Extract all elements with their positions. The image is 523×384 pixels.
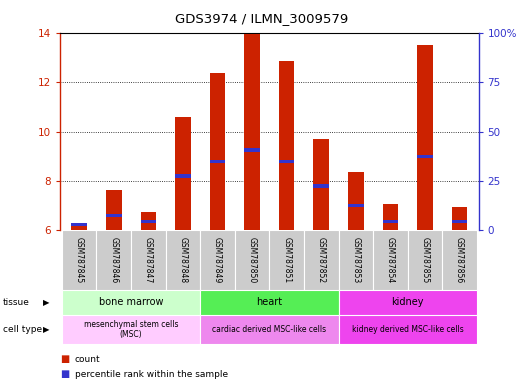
Bar bbox=[373, 230, 407, 290]
Text: GSM787855: GSM787855 bbox=[420, 237, 429, 283]
Text: GSM787850: GSM787850 bbox=[247, 237, 257, 283]
Bar bbox=[200, 290, 338, 315]
Text: ▶: ▶ bbox=[43, 325, 49, 334]
Text: ■: ■ bbox=[60, 354, 70, 364]
Bar bbox=[62, 315, 200, 344]
Bar bbox=[417, 155, 433, 158]
Text: GSM787852: GSM787852 bbox=[317, 237, 326, 283]
Bar bbox=[452, 207, 468, 230]
Bar bbox=[348, 204, 363, 207]
Text: percentile rank within the sample: percentile rank within the sample bbox=[75, 370, 228, 379]
Bar bbox=[131, 230, 166, 290]
Bar bbox=[338, 230, 373, 290]
Bar bbox=[442, 230, 477, 290]
Text: GSM787845: GSM787845 bbox=[75, 237, 84, 283]
Bar bbox=[407, 230, 442, 290]
Text: GDS3974 / ILMN_3009579: GDS3974 / ILMN_3009579 bbox=[175, 12, 348, 25]
Text: ▶: ▶ bbox=[43, 298, 49, 307]
Bar bbox=[313, 184, 329, 187]
Bar bbox=[106, 214, 121, 217]
Bar bbox=[269, 230, 304, 290]
Bar bbox=[279, 61, 294, 230]
Bar bbox=[338, 290, 477, 315]
Bar bbox=[71, 223, 87, 226]
Bar bbox=[175, 117, 191, 230]
Bar bbox=[304, 230, 338, 290]
Bar bbox=[235, 230, 269, 290]
Bar bbox=[244, 34, 260, 230]
Bar bbox=[166, 230, 200, 290]
Text: GSM787849: GSM787849 bbox=[213, 237, 222, 283]
Text: GSM787847: GSM787847 bbox=[144, 237, 153, 283]
Bar bbox=[210, 73, 225, 230]
Bar bbox=[383, 220, 398, 223]
Bar bbox=[62, 290, 200, 315]
Text: GSM787856: GSM787856 bbox=[455, 237, 464, 283]
Bar bbox=[200, 230, 235, 290]
Bar bbox=[141, 212, 156, 230]
Bar bbox=[452, 220, 468, 223]
Text: count: count bbox=[75, 354, 100, 364]
Bar bbox=[338, 315, 477, 344]
Bar bbox=[244, 149, 260, 152]
Bar bbox=[279, 160, 294, 163]
Bar bbox=[141, 220, 156, 223]
Bar bbox=[71, 225, 87, 230]
Text: mesenchymal stem cells
(MSC): mesenchymal stem cells (MSC) bbox=[84, 319, 178, 339]
Text: GSM787854: GSM787854 bbox=[386, 237, 395, 283]
Bar bbox=[96, 230, 131, 290]
Bar bbox=[313, 139, 329, 230]
Bar bbox=[348, 172, 363, 230]
Text: cardiac derived MSC-like cells: cardiac derived MSC-like cells bbox=[212, 325, 326, 334]
Bar bbox=[175, 174, 191, 178]
Text: tissue: tissue bbox=[3, 298, 29, 307]
Bar bbox=[106, 190, 121, 230]
Text: GSM787853: GSM787853 bbox=[351, 237, 360, 283]
Text: cell type: cell type bbox=[3, 325, 42, 334]
Text: kidney: kidney bbox=[391, 297, 424, 308]
Text: GSM787851: GSM787851 bbox=[282, 237, 291, 283]
Bar bbox=[200, 315, 338, 344]
Bar bbox=[210, 160, 225, 163]
Text: GSM787846: GSM787846 bbox=[109, 237, 118, 283]
Text: heart: heart bbox=[256, 297, 282, 308]
Text: bone marrow: bone marrow bbox=[99, 297, 163, 308]
Bar bbox=[383, 204, 398, 230]
Text: GSM787848: GSM787848 bbox=[178, 237, 187, 283]
Bar bbox=[417, 45, 433, 230]
Text: kidney derived MSC-like cells: kidney derived MSC-like cells bbox=[352, 325, 463, 334]
Bar bbox=[62, 230, 96, 290]
Text: ■: ■ bbox=[60, 369, 70, 379]
